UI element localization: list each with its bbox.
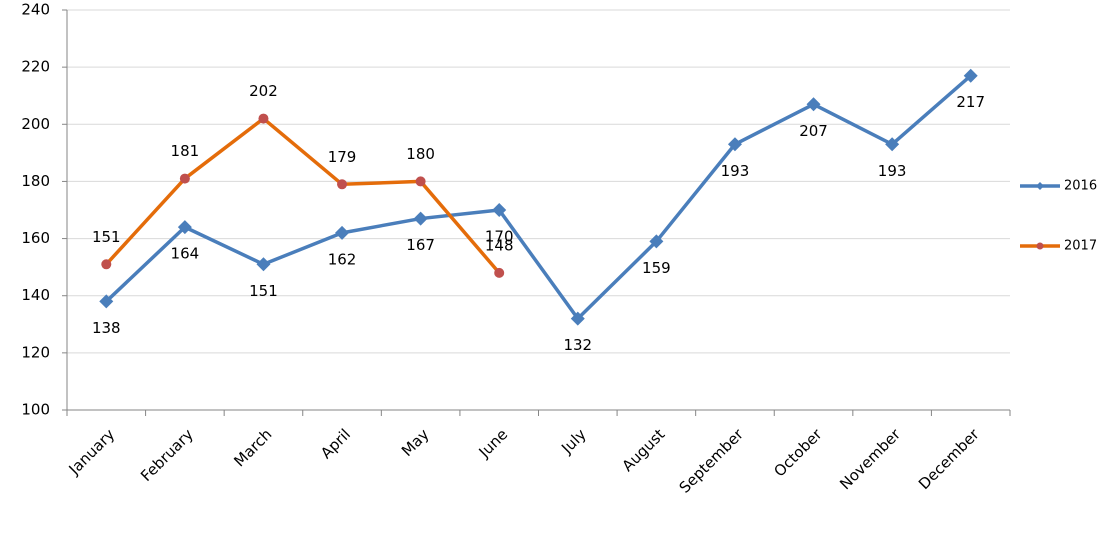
- y-tick-label: 160: [21, 229, 50, 247]
- data-label: 202: [249, 82, 278, 100]
- marker: [494, 267, 505, 278]
- data-label: 179: [328, 148, 357, 166]
- x-tick-label: November: [836, 425, 904, 493]
- y-tick-label: 100: [21, 401, 50, 419]
- legend-marker: [1036, 182, 1044, 190]
- marker: [337, 179, 348, 190]
- data-label: 207: [799, 122, 828, 140]
- data-label: 167: [406, 236, 435, 254]
- y-tick-label: 140: [21, 286, 50, 304]
- legend-label: 2017: [1064, 239, 1097, 254]
- marker: [570, 311, 585, 326]
- data-label: 193: [878, 162, 907, 180]
- marker: [256, 257, 271, 272]
- marker: [258, 113, 269, 124]
- marker: [415, 176, 426, 187]
- marker: [179, 173, 190, 184]
- x-tick-label: October: [770, 425, 826, 481]
- marker: [99, 294, 114, 309]
- legend-label: 2016: [1064, 179, 1097, 194]
- data-label: 164: [171, 245, 200, 263]
- x-tick-label: July: [557, 425, 590, 458]
- x-tick-label: June: [475, 425, 512, 462]
- marker: [649, 234, 664, 249]
- series-line: [105, 116, 501, 274]
- x-tick-label: January: [65, 425, 119, 479]
- x-tick-label: December: [915, 425, 983, 493]
- marker: [101, 259, 112, 270]
- data-label: 193: [721, 162, 750, 180]
- data-label: 162: [328, 250, 357, 268]
- x-tick-label: August: [619, 425, 669, 475]
- data-label: 138: [92, 319, 121, 337]
- marker: [413, 211, 428, 226]
- data-label: 180: [406, 145, 435, 163]
- y-tick-label: 200: [21, 115, 50, 133]
- x-tick-label: April: [317, 425, 354, 462]
- data-label: 170: [485, 228, 514, 246]
- y-tick-label: 180: [21, 172, 50, 190]
- series-line: [105, 74, 972, 321]
- marker: [335, 225, 350, 240]
- x-tick-label: March: [230, 425, 275, 470]
- x-tick-label: February: [137, 425, 197, 485]
- y-tick-label: 240: [21, 1, 50, 19]
- data-label: 159: [642, 259, 671, 277]
- marker: [885, 137, 900, 152]
- y-tick-label: 120: [21, 343, 50, 361]
- y-tick-label: 220: [21, 58, 50, 76]
- data-label: 151: [249, 282, 278, 300]
- x-tick-label: September: [676, 425, 748, 497]
- data-label: 181: [171, 142, 200, 160]
- legend-marker: [1036, 242, 1044, 250]
- marker: [177, 220, 192, 235]
- marker: [806, 97, 821, 112]
- data-label: 148: [485, 236, 514, 254]
- marker: [963, 68, 978, 83]
- data-label: 151: [92, 228, 121, 246]
- marker: [492, 203, 507, 217]
- data-label: 132: [563, 336, 592, 354]
- data-label: 217: [956, 93, 985, 111]
- x-tick-label: May: [398, 425, 433, 460]
- marker: [727, 137, 742, 152]
